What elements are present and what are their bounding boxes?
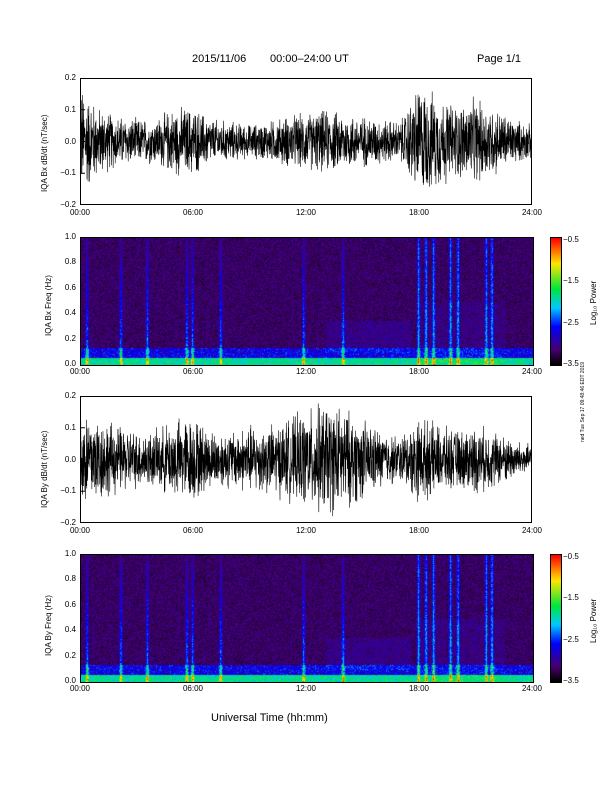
- by-colorbar: [550, 554, 562, 683]
- y-tick-label: 0.0: [64, 136, 76, 146]
- x-tick-label: 12:00: [295, 684, 317, 693]
- bx-dbdt-plot: [80, 78, 532, 205]
- y-tick-label: −0.2: [60, 518, 76, 527]
- x-tick-label: 18:00: [408, 526, 430, 535]
- time-range-label: 00:00–24:00 UT: [270, 53, 349, 65]
- x-tick-label: 12:00: [295, 208, 317, 217]
- bx-spectrogram: [80, 237, 534, 366]
- generation-note: ned Tue Sep 17 09:48:46 EDT 2019: [580, 362, 586, 442]
- signal-trace: [80, 403, 532, 517]
- y-tick-label: −0.2: [60, 200, 76, 209]
- by-dbdt-plot: [80, 396, 532, 523]
- y-tick-label: 0.2: [64, 650, 76, 660]
- x-tick-label: 06:00: [182, 367, 204, 376]
- y-tick-label: 0.2: [64, 73, 76, 82]
- y-tick-label: 0.0: [64, 454, 76, 464]
- x-tick-label: 24:00: [521, 684, 543, 693]
- x-tick-label: 00:00: [69, 684, 91, 693]
- y-tick-label: 1.0: [64, 232, 76, 241]
- x-tick-label: 00:00: [69, 526, 91, 535]
- colorbar-tick-label: −1.5: [563, 276, 579, 286]
- bx-colorbar: [550, 237, 562, 366]
- y-tick-label: 0.0: [64, 359, 76, 368]
- x-tick-label: 06:00: [182, 684, 204, 693]
- x-tick-label: 18:00: [408, 208, 430, 217]
- y-tick-label: 0.4: [64, 308, 76, 318]
- by-colorbar-title: Log₁₀ Power: [589, 598, 598, 643]
- x-tick-label: 18:00: [408, 684, 430, 693]
- colorbar-tick-label: −3.5: [563, 359, 579, 368]
- y-tick-label: 0.6: [64, 599, 76, 609]
- page-label: Page 1/1: [477, 53, 522, 65]
- y-tick-label: 0.1: [64, 422, 76, 432]
- bx-colorbar-title: Log₁₀ Power: [589, 280, 598, 325]
- y-tick-label: 0.6: [64, 282, 76, 292]
- y-tick-label: 0.2: [64, 391, 76, 400]
- colorbar-tick-label: −2.5: [563, 634, 579, 644]
- x-axis-title: Universal Time (hh:mm): [211, 712, 328, 724]
- y-tick-label: 0.2: [64, 333, 76, 343]
- x-tick-label: 24:00: [521, 208, 543, 217]
- y-tick-label: −0.1: [60, 486, 76, 496]
- x-tick-label: 12:00: [295, 367, 317, 376]
- date-label: 2015/11/06: [192, 53, 247, 65]
- colorbar-tick-label: −2.5: [563, 317, 579, 327]
- y-tick-label: 0.4: [64, 625, 76, 635]
- panel3-ylabel: IQA By dB/dt (nT/sec): [40, 430, 49, 508]
- y-tick-label: 0.8: [64, 574, 76, 584]
- y-tick-label: 1.0: [64, 549, 76, 558]
- x-tick-label: 06:00: [182, 208, 204, 217]
- signal-trace: [80, 91, 532, 187]
- colorbar-tick-label: −3.5: [563, 676, 579, 685]
- x-tick-label: 00:00: [69, 367, 91, 376]
- colorbar-tick-label: −0.5: [563, 235, 579, 244]
- y-tick-label: 0.1: [64, 104, 76, 114]
- x-tick-label: 24:00: [521, 526, 543, 535]
- x-tick-label: 12:00: [295, 526, 317, 535]
- y-tick-label: −0.1: [60, 168, 76, 178]
- y-tick-label: 0.0: [64, 676, 76, 685]
- x-tick-label: 18:00: [408, 367, 430, 376]
- x-tick-label: 06:00: [182, 526, 204, 535]
- colorbar-tick-label: −0.5: [563, 552, 579, 561]
- by-spectrogram: [80, 554, 534, 683]
- panel1-ylabel: IQA Bx dB/dt (nT/sec): [40, 114, 49, 192]
- x-tick-label: 24:00: [521, 367, 543, 376]
- colorbar-tick-label: −1.5: [563, 593, 579, 603]
- x-tick-label: 00:00: [69, 208, 91, 217]
- y-tick-label: 0.8: [64, 257, 76, 267]
